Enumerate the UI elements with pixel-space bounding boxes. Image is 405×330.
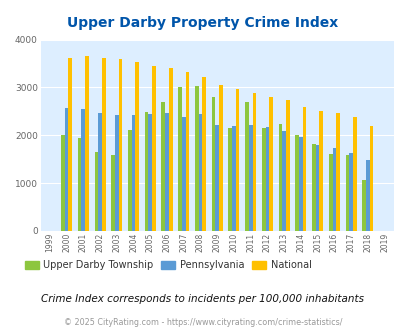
Bar: [102, 58, 105, 231]
Bar: [248, 125, 252, 231]
Bar: [298, 137, 302, 231]
Text: Crime Index corresponds to incidents per 100,000 inhabitants: Crime Index corresponds to incidents per…: [41, 294, 364, 304]
Bar: [131, 115, 135, 231]
Bar: [148, 114, 152, 231]
Bar: [352, 117, 356, 231]
Legend: Upper Darby Township, Pennsylvania, National: Upper Darby Township, Pennsylvania, Nati…: [21, 256, 315, 274]
Bar: [328, 154, 332, 231]
Bar: [85, 56, 89, 231]
Bar: [168, 68, 172, 231]
Bar: [281, 131, 285, 231]
Bar: [165, 113, 168, 231]
Bar: [369, 126, 373, 231]
Text: Upper Darby Property Crime Index: Upper Darby Property Crime Index: [67, 16, 338, 30]
Bar: [365, 160, 369, 231]
Bar: [198, 114, 202, 231]
Bar: [261, 128, 265, 231]
Bar: [285, 100, 289, 231]
Bar: [215, 125, 219, 231]
Bar: [302, 107, 306, 231]
Bar: [181, 117, 185, 231]
Bar: [315, 145, 319, 231]
Bar: [295, 135, 298, 231]
Bar: [278, 124, 281, 231]
Bar: [115, 115, 118, 231]
Bar: [265, 127, 269, 231]
Text: © 2025 CityRating.com - https://www.cityrating.com/crime-statistics/: © 2025 CityRating.com - https://www.city…: [64, 318, 341, 327]
Bar: [269, 97, 272, 231]
Bar: [345, 155, 348, 231]
Bar: [94, 151, 98, 231]
Bar: [332, 148, 335, 231]
Bar: [64, 108, 68, 231]
Bar: [61, 135, 64, 231]
Bar: [81, 109, 85, 231]
Bar: [252, 93, 256, 231]
Bar: [118, 59, 122, 231]
Bar: [128, 130, 131, 231]
Bar: [78, 138, 81, 231]
Bar: [194, 85, 198, 231]
Bar: [161, 102, 165, 231]
Bar: [111, 155, 115, 231]
Bar: [361, 180, 365, 231]
Bar: [319, 112, 322, 231]
Bar: [245, 102, 248, 231]
Bar: [348, 152, 352, 231]
Bar: [152, 66, 156, 231]
Bar: [178, 87, 181, 231]
Bar: [219, 85, 222, 231]
Bar: [335, 113, 339, 231]
Bar: [228, 128, 232, 231]
Bar: [211, 97, 215, 231]
Bar: [135, 62, 139, 231]
Bar: [68, 58, 72, 231]
Bar: [235, 89, 239, 231]
Bar: [144, 112, 148, 231]
Bar: [311, 144, 315, 231]
Bar: [202, 78, 205, 231]
Bar: [98, 113, 102, 231]
Bar: [232, 126, 235, 231]
Bar: [185, 72, 189, 231]
